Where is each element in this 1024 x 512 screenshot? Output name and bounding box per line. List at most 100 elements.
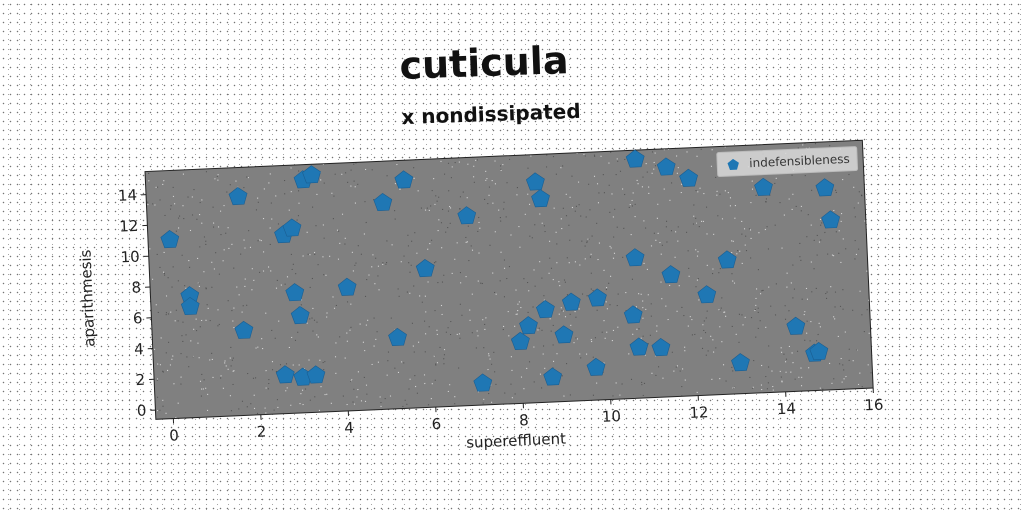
noise-speck	[291, 336, 293, 339]
noise-speck	[323, 182, 325, 184]
data-point	[285, 283, 305, 302]
noise-speck	[504, 392, 506, 394]
noise-speck	[622, 256, 624, 258]
noise-speck	[755, 288, 758, 290]
noise-speck	[423, 320, 426, 322]
noise-speck	[410, 264, 412, 266]
noise-speck	[262, 270, 265, 272]
data-point	[306, 365, 326, 384]
noise-speck	[414, 232, 416, 234]
noise-speck	[676, 310, 678, 312]
noise-speck	[829, 362, 831, 365]
noise-speck	[693, 204, 695, 206]
noise-speck	[641, 381, 643, 384]
noise-speck	[483, 347, 485, 349]
noise-speck	[307, 253, 309, 255]
noise-speck	[334, 356, 337, 358]
noise-speck	[816, 254, 818, 256]
noise-speck	[499, 216, 501, 219]
noise-speck	[147, 201, 149, 203]
noise-speck	[650, 303, 652, 305]
noise-speck	[768, 345, 770, 347]
noise-speck	[545, 166, 548, 168]
noise-speck	[440, 304, 443, 307]
noise-speck	[265, 387, 267, 389]
noise-speck	[490, 401, 493, 403]
noise-speck	[768, 366, 770, 368]
noise-speck	[818, 241, 821, 243]
noise-speck	[326, 312, 328, 314]
noise-speck	[630, 378, 633, 380]
noise-speck	[412, 345, 414, 347]
noise-speck	[471, 332, 473, 334]
noise-speck	[298, 202, 300, 204]
noise-speck	[732, 240, 734, 242]
data-point	[754, 177, 773, 196]
noise-speck	[503, 208, 505, 210]
noise-speck	[163, 251, 165, 254]
noise-speck	[798, 376, 800, 378]
noise-speck	[424, 209, 427, 211]
noise-speck	[451, 166, 453, 168]
noise-speck	[354, 202, 357, 204]
noise-speck	[703, 329, 705, 332]
noise-speck	[322, 361, 324, 364]
noise-speck	[764, 228, 766, 231]
noise-speck	[172, 186, 174, 188]
legend-marker-indefensibleness	[727, 158, 739, 170]
noise-speck	[476, 159, 478, 161]
noise-speck	[436, 200, 438, 202]
noise-speck	[864, 220, 866, 222]
noise-speck	[229, 357, 231, 359]
noise-speck	[462, 191, 464, 193]
noise-speck	[248, 230, 250, 232]
noise-speck	[288, 346, 290, 349]
noise-speck	[861, 314, 863, 316]
noise-speck	[177, 320, 179, 322]
noise-speck	[467, 225, 469, 227]
noise-speck	[719, 268, 721, 270]
noise-speck	[616, 304, 618, 307]
noise-speck	[363, 376, 365, 379]
noise-speck	[268, 182, 270, 184]
noise-speck	[643, 262, 645, 265]
noise-speck	[252, 377, 255, 379]
noise-speck	[638, 293, 640, 295]
noise-speck	[391, 244, 393, 246]
noise-speck	[693, 215, 695, 217]
noise-speck	[198, 285, 201, 288]
noise-speck	[389, 395, 392, 397]
noise-speck	[549, 318, 551, 320]
noise-speck	[246, 406, 248, 408]
noise-speck	[394, 210, 396, 212]
noise-speck	[365, 384, 368, 386]
noise-speck	[780, 376, 782, 378]
noise-speck	[713, 351, 715, 353]
noise-speck	[594, 155, 596, 157]
noise-speck	[801, 298, 803, 300]
noise-speck	[271, 329, 273, 332]
noise-speck	[172, 266, 174, 268]
noise-speck	[761, 388, 763, 391]
noise-speck	[297, 190, 300, 192]
noise-speck	[162, 399, 164, 401]
noise-speck	[669, 199, 671, 201]
noise-speck	[650, 315, 652, 317]
noise-speck	[167, 277, 169, 279]
noise-speck	[256, 412, 259, 415]
noise-speck	[163, 272, 166, 275]
noise-speck	[791, 174, 793, 176]
noise-speck	[702, 324, 704, 326]
noise-speck	[503, 296, 506, 298]
noise-speck	[811, 291, 813, 293]
noise-speck	[220, 375, 222, 377]
noise-speck	[820, 239, 822, 241]
noise-speck	[689, 316, 691, 318]
noise-speck	[749, 376, 751, 378]
noise-speck	[205, 240, 207, 242]
data-point	[717, 250, 737, 269]
noise-speck	[856, 349, 858, 351]
noise-speck	[834, 318, 836, 320]
noise-speck	[211, 286, 213, 288]
noise-speck	[165, 352, 167, 354]
